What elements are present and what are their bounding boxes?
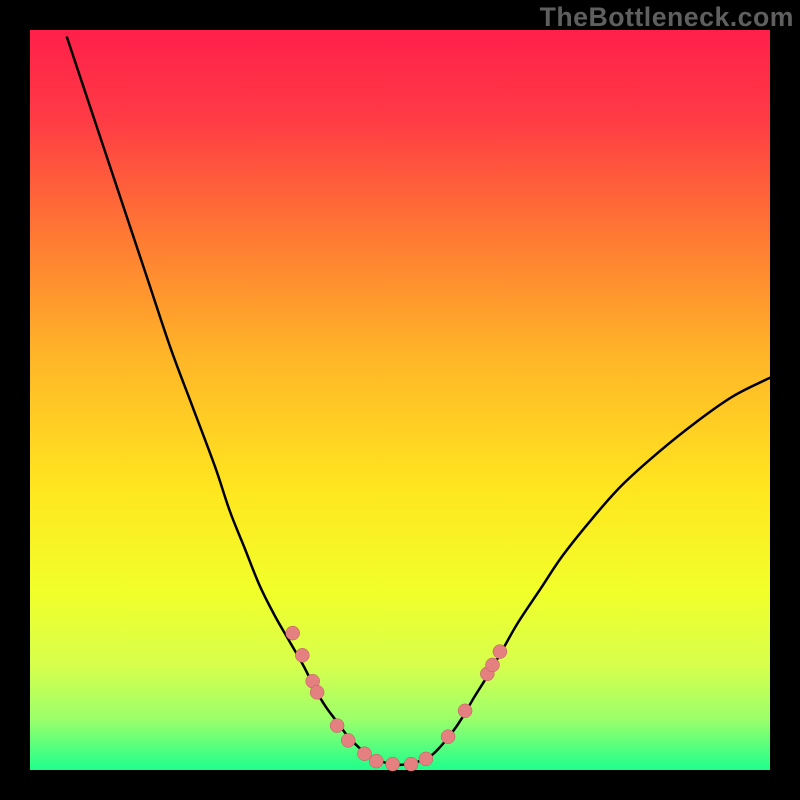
marker-point [286, 626, 300, 640]
marker-point [369, 754, 383, 768]
marker-point [310, 685, 324, 699]
marker-point [386, 757, 400, 771]
marker-point [441, 730, 455, 744]
marker-point [341, 733, 355, 747]
watermark-text: TheBottleneck.com [540, 2, 794, 33]
marker-point [419, 752, 433, 766]
curve-layer [30, 30, 770, 770]
chart-container: TheBottleneck.com [0, 0, 800, 800]
marker-point [357, 747, 371, 761]
bottleneck-curve [67, 37, 770, 764]
marker-point [295, 648, 309, 662]
marker-point [404, 757, 418, 771]
marker-point [486, 658, 500, 672]
marker-point [330, 719, 344, 733]
plot-area [30, 30, 770, 770]
marker-point [458, 704, 472, 718]
marker-point [493, 645, 507, 659]
